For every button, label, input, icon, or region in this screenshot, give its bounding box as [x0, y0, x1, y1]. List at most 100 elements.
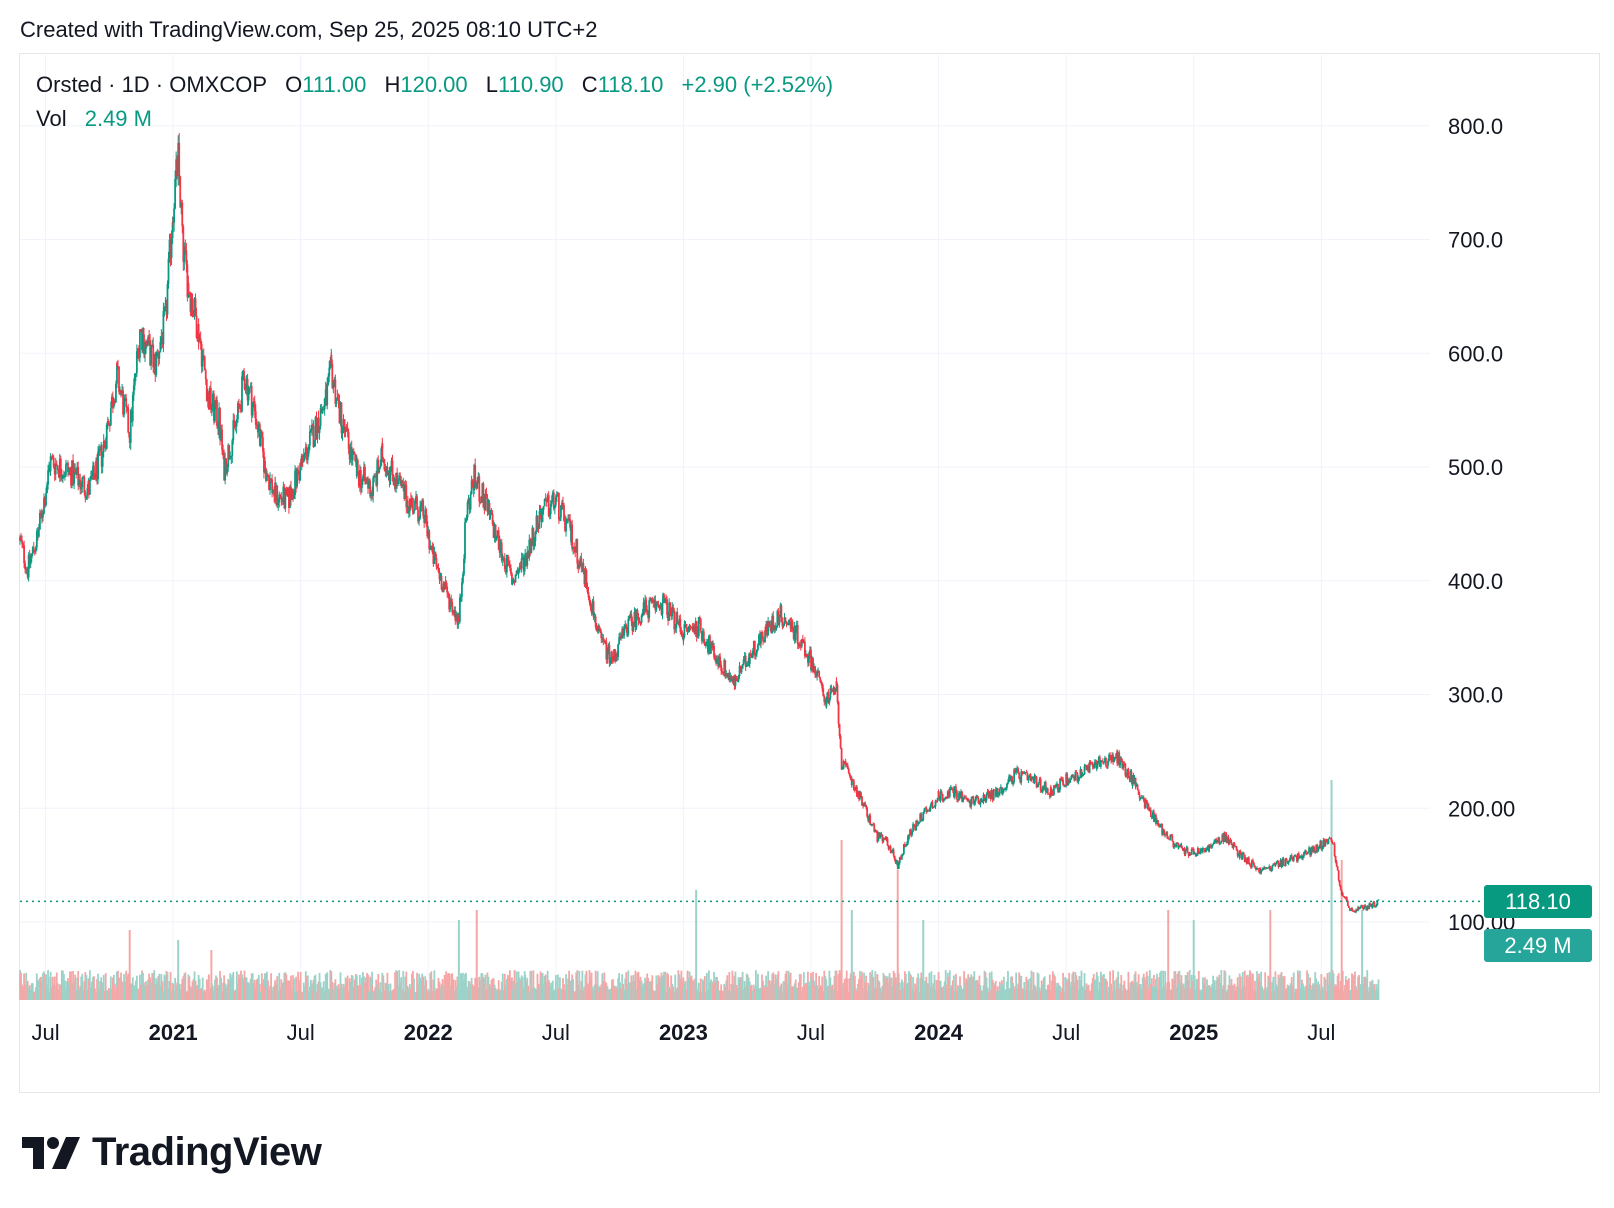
candle-body	[162, 310, 165, 345]
volume-bar	[461, 974, 463, 1000]
volume-bar	[1174, 970, 1177, 1000]
volume-bar	[1306, 970, 1308, 1000]
candle-body	[396, 472, 399, 485]
volume-bar	[588, 970, 591, 1000]
candle-body	[1188, 853, 1191, 856]
candle-body	[895, 860, 898, 864]
volume-bar	[959, 976, 961, 1000]
volume-bar	[764, 987, 766, 1000]
volume-bar	[912, 976, 914, 1000]
candle-body	[1121, 760, 1124, 769]
candle-body	[1081, 774, 1084, 777]
volume-bar	[790, 986, 793, 1000]
candle-body	[980, 799, 983, 802]
volume-bar	[94, 988, 96, 1000]
volume-bar	[201, 977, 204, 1000]
volume-bar	[405, 971, 408, 1000]
volume-bar	[771, 973, 774, 1000]
volume-bar	[1197, 971, 1200, 1000]
volume-bar	[1245, 975, 1248, 1000]
candle-body	[150, 345, 153, 366]
candle-body	[465, 519, 467, 523]
candle-body	[292, 489, 294, 499]
candle-body	[1355, 909, 1357, 913]
volume-bar	[907, 982, 909, 1000]
volume-bar	[1372, 987, 1375, 1000]
volume-bar	[311, 983, 313, 1000]
candle-body	[1088, 761, 1091, 773]
candle-body	[1229, 839, 1232, 842]
candle-body	[758, 635, 760, 645]
candle-body	[1114, 757, 1117, 759]
volume-bar	[913, 990, 915, 1000]
tradingview-logo[interactable]: TradingView	[22, 1130, 322, 1175]
candle-body	[503, 558, 506, 570]
volume-bar	[1199, 991, 1202, 1000]
volume-bar	[578, 970, 581, 1000]
candle-body	[427, 530, 430, 537]
candle-body	[370, 493, 372, 497]
candle-body	[280, 496, 283, 500]
candle-body	[841, 768, 844, 770]
candle-body	[813, 666, 815, 673]
candle-body	[36, 532, 39, 537]
candle-body	[730, 676, 733, 680]
candle-body	[564, 520, 566, 532]
volume-bar	[191, 981, 194, 1000]
volume-bar	[560, 988, 562, 1000]
candle-body	[1273, 863, 1276, 865]
candle-body	[265, 468, 267, 481]
candle-body	[886, 838, 889, 846]
candle-body	[235, 421, 238, 427]
volume-spike	[210, 950, 213, 1000]
candle-body	[623, 626, 626, 636]
volume-bar	[481, 973, 484, 1000]
candle-body	[1074, 772, 1077, 781]
candle-body	[621, 629, 624, 639]
candle-body	[1227, 836, 1230, 844]
candle-body	[772, 615, 775, 630]
candle-body	[391, 460, 394, 476]
candle-body	[410, 498, 412, 505]
volume-bar	[1289, 983, 1292, 1000]
candle-body	[761, 634, 763, 637]
candle-body	[1177, 846, 1180, 849]
volume-bar	[813, 980, 815, 1000]
volume-bar	[1137, 974, 1140, 1000]
volume-bar	[1222, 985, 1225, 1000]
volume-bar	[1190, 974, 1193, 1000]
volume-bar	[1224, 971, 1227, 1000]
candle-body	[871, 824, 874, 826]
volume-bar	[1352, 974, 1354, 1000]
volume-bar	[1070, 982, 1073, 1000]
candle-body	[942, 800, 945, 802]
candle-body	[1224, 833, 1227, 841]
volume-bar	[699, 978, 702, 1000]
candle-body	[1286, 860, 1289, 864]
volume-bar	[1362, 983, 1365, 1000]
candle-body	[1166, 832, 1169, 838]
volume-bar	[669, 989, 672, 1000]
candle-body	[1316, 844, 1319, 852]
candle-body	[145, 340, 147, 349]
volume-bar	[965, 978, 968, 1000]
candle-body	[960, 791, 962, 797]
candle-body	[1066, 773, 1069, 786]
candle-body	[846, 765, 849, 769]
volume-bar	[498, 990, 501, 1000]
candle-body	[452, 612, 455, 614]
volume-bar	[994, 981, 997, 1000]
volume-bar	[411, 973, 413, 1000]
candle-body	[120, 389, 122, 394]
candle-body	[1115, 753, 1118, 758]
candle-body	[306, 453, 309, 460]
candle-body	[1236, 850, 1239, 856]
volume-bar	[384, 982, 387, 1000]
volume-bar	[563, 984, 565, 1000]
volume-bar	[264, 986, 266, 1000]
candle-body	[464, 522, 466, 559]
volume-bar	[1106, 981, 1108, 1000]
volume-bar	[403, 991, 406, 1000]
candle-body	[932, 806, 935, 808]
